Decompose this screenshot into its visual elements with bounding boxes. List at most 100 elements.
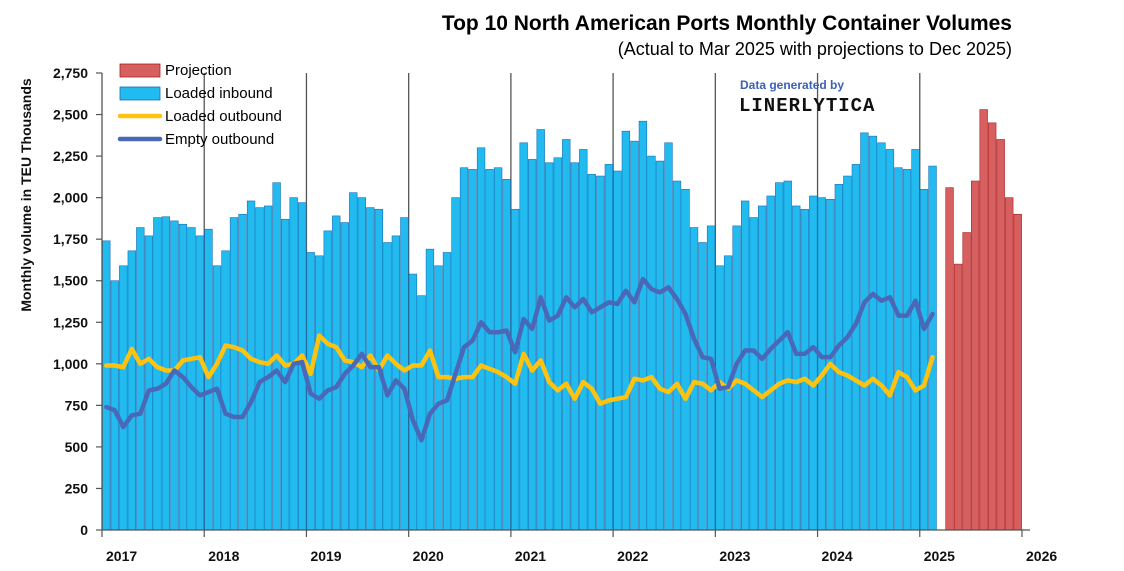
- loaded-inbound-bars: [102, 120, 937, 531]
- loaded-inbound-bar: [689, 227, 699, 531]
- loaded-inbound-bar: [536, 129, 545, 531]
- loaded-inbound-bar: [596, 175, 605, 531]
- data-credit: Data generated by LINERLYTICA: [739, 78, 875, 117]
- loaded-inbound-bar: [221, 250, 230, 531]
- loaded-inbound-bar: [732, 225, 741, 531]
- loaded-inbound-bar: [911, 149, 920, 531]
- loaded-inbound-bar: [315, 255, 324, 531]
- loaded-inbound-bar: [758, 205, 767, 531]
- credit-line-1: Data generated by: [740, 78, 844, 92]
- loaded-inbound-bar: [638, 120, 648, 531]
- legend-label: Loaded inbound: [165, 85, 273, 102]
- loaded-inbound-bar: [425, 248, 435, 531]
- line-series: [104, 276, 935, 443]
- loaded-inbound-bar: [468, 169, 477, 531]
- legend-label: Loaded outbound: [165, 108, 282, 125]
- loaded-inbound-bar: [579, 149, 588, 531]
- loaded-inbound-bar: [749, 217, 758, 531]
- loaded-inbound-bar: [621, 130, 631, 531]
- empty-outbound-line: [104, 276, 935, 443]
- legend: Projection Loaded inbound Loaded outbound E…: [117, 62, 282, 148]
- loaded-inbound-bar: [204, 228, 213, 531]
- loaded-inbound-bar: [570, 162, 579, 531]
- loaded-inbound-bar: [485, 169, 494, 531]
- loaded-inbound-bar: [783, 180, 792, 531]
- loaded-inbound-bar: [655, 160, 665, 531]
- loaded-inbound-bar: [681, 189, 690, 531]
- chart-subtitle: (Actual to Mar 2025 with projections to …: [618, 39, 1012, 59]
- loaded-inbound-bar: [809, 195, 818, 531]
- chart-title: Top 10 North American Ports Monthly Cont…: [442, 12, 1012, 35]
- y-tick-label: 2,250: [53, 148, 88, 164]
- x-tick-label: 2019: [310, 548, 341, 564]
- loaded-inbound-bar: [528, 159, 537, 531]
- y-tick-label: 1,750: [53, 231, 88, 247]
- loaded-inbound-bar: [136, 227, 145, 531]
- x-tick-label: 2017: [106, 548, 137, 564]
- loaded-inbound-bar: [843, 175, 852, 531]
- loaded-inbound-bar: [885, 149, 895, 531]
- loaded-inbound-bar: [919, 189, 929, 531]
- x-tick-label: 2024: [822, 548, 853, 564]
- loaded-inbound-bar: [604, 164, 614, 531]
- loaded-inbound-bar: [800, 208, 809, 531]
- loaded-inbound-bar: [630, 140, 639, 531]
- loaded-inbound-bar: [434, 265, 443, 531]
- loaded-inbound-bar: [502, 179, 511, 531]
- loaded-inbound-bar: [894, 167, 903, 531]
- projection-bars: [945, 109, 1022, 531]
- loaded-inbound-bar: [255, 207, 264, 531]
- x-tick-label: 2018: [208, 548, 239, 564]
- loaded-inbound-bar: [161, 216, 171, 531]
- loaded-inbound-bar: [877, 142, 886, 531]
- projection-bar: [988, 122, 997, 531]
- legend-label: Projection: [165, 62, 232, 79]
- loaded-inbound-bar: [868, 135, 878, 531]
- axes: 0 250 500 750 1,000 1,250 1,500 1,750 2,000 2,250…: [53, 65, 1057, 564]
- y-tick-label: 250: [65, 480, 89, 496]
- loaded-inbound-bar: [323, 230, 332, 531]
- projection-bar: [996, 139, 1005, 531]
- legend-swatch: [119, 86, 161, 101]
- y-axis-label: Monthly volume in TEU Thousands: [18, 78, 34, 312]
- loaded-inbound-bar: [706, 225, 716, 531]
- loaded-inbound-bar: [119, 265, 128, 531]
- y-tick-label: 1,250: [53, 314, 88, 330]
- x-tick-label: 2022: [617, 548, 648, 564]
- loaded-inbound-bar: [238, 213, 247, 531]
- loaded-inbound-bar: [127, 250, 136, 531]
- y-tick-label: 2,000: [53, 190, 88, 206]
- loaded-inbound-bar: [715, 265, 724, 531]
- x-tick-label: 2025: [924, 548, 955, 564]
- loaded-inbound-bar: [553, 157, 562, 531]
- loaded-inbound-bar: [672, 180, 682, 531]
- loaded-inbound-bar: [834, 184, 844, 531]
- loaded-inbound-bar: [195, 235, 205, 531]
- y-tick-label: 2,750: [53, 65, 88, 81]
- x-tick-label: 2020: [413, 548, 444, 564]
- credit-logo-text: LINERLYTICA: [739, 95, 875, 117]
- loaded-inbound-bar: [545, 162, 554, 531]
- loaded-inbound-bar: [263, 205, 273, 531]
- loaded-inbound-bar: [229, 217, 239, 531]
- projection-bar: [1005, 197, 1014, 531]
- projection-bar: [945, 187, 954, 531]
- y-tick-label: 1,500: [53, 273, 88, 289]
- projection-bar: [962, 232, 971, 531]
- loaded-inbound-bar: [792, 205, 801, 531]
- loaded-inbound-bar: [400, 217, 409, 531]
- loaded-inbound-bar: [817, 197, 826, 531]
- loaded-inbound-bar: [110, 280, 119, 531]
- loaded-inbound-bar: [740, 200, 750, 531]
- loaded-inbound-bar: [493, 167, 503, 531]
- y-tick-label: 750: [65, 397, 89, 413]
- loaded-inbound-bar: [587, 174, 596, 531]
- loaded-inbound-bar: [664, 142, 673, 531]
- y-tick-label: 1,000: [53, 356, 88, 372]
- loaded-inbound-bar: [144, 235, 154, 531]
- loaded-inbound-bar: [102, 240, 111, 531]
- loaded-inbound-bar: [562, 139, 571, 531]
- loaded-inbound-bar: [187, 227, 196, 531]
- x-tick-label: 2023: [719, 548, 750, 564]
